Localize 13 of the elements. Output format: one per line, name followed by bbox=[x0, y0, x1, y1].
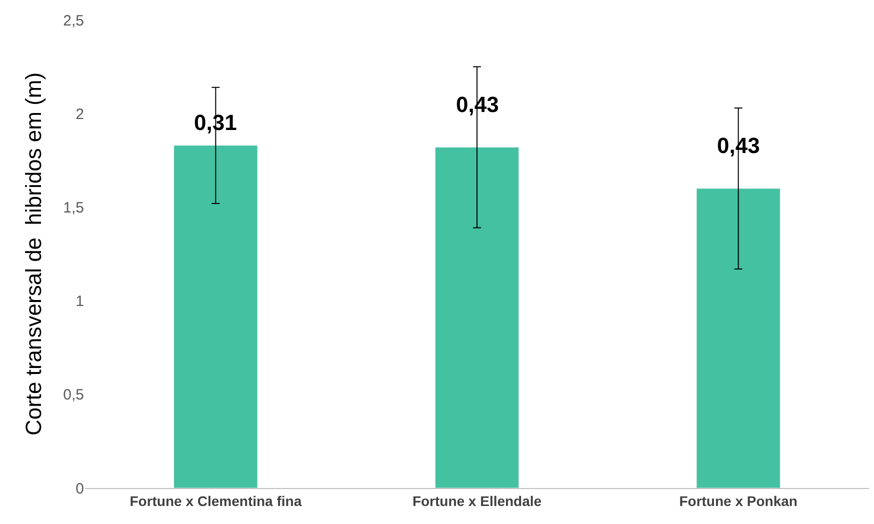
y-axis-title: Corte transversal de hibridos em (m) bbox=[20, 72, 46, 436]
y-tick-label: 1 bbox=[76, 293, 84, 310]
bar bbox=[696, 188, 780, 488]
x-tick-label: Fortune x Ellendale bbox=[412, 492, 542, 509]
y-tick-label: 2,5 bbox=[63, 12, 84, 30]
y-tick-label: 0 bbox=[76, 480, 84, 498]
y-tick-label: 1,5 bbox=[63, 199, 84, 216]
bar bbox=[174, 145, 258, 488]
y-tick-label: 0,5 bbox=[63, 386, 84, 404]
y-tick-label: 2 bbox=[76, 106, 84, 123]
x-tick-label: Fortune x Clementina fina bbox=[130, 492, 302, 509]
bar bbox=[434, 147, 520, 488]
x-tick-label: Fortune x Ponkan bbox=[679, 492, 798, 509]
